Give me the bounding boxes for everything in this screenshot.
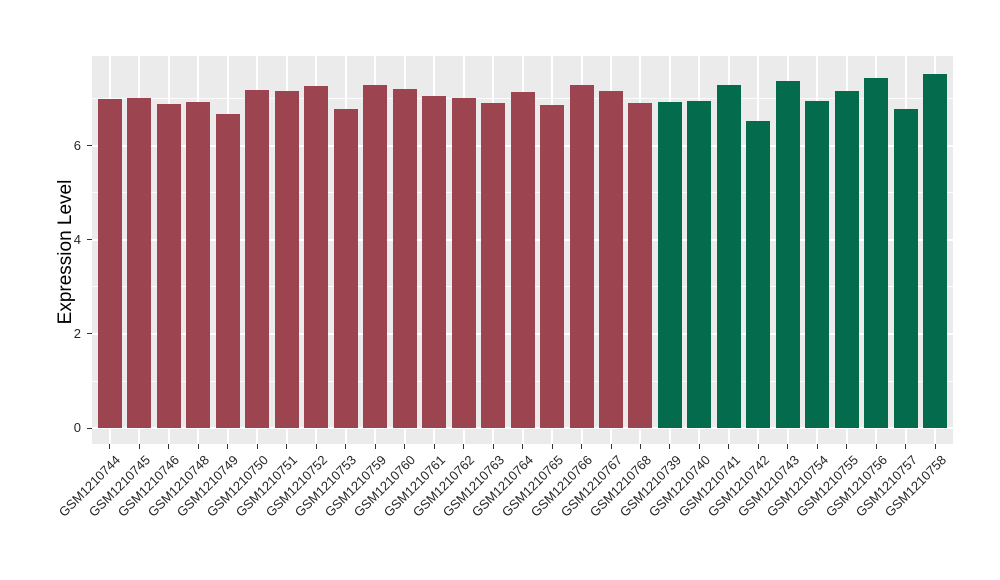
x-tick-mark	[286, 444, 288, 449]
gridline-major	[92, 427, 953, 429]
x-tick-mark	[138, 444, 140, 449]
bar-GSM1210762	[451, 97, 476, 429]
x-tick-mark	[551, 444, 553, 449]
x-tick-mark	[905, 444, 907, 449]
bar-GSM1210749	[215, 114, 240, 428]
x-tick-mark	[639, 444, 641, 449]
bar-GSM1210740	[687, 100, 712, 428]
y-tick-mark	[87, 145, 92, 147]
x-tick-mark	[610, 444, 612, 449]
bar-GSM1210765	[540, 104, 564, 428]
y-tick-mark	[87, 333, 92, 335]
x-tick-mark	[787, 444, 789, 449]
x-tick-mark	[934, 444, 936, 449]
x-tick-mark	[404, 444, 406, 449]
bar-GSM1210739	[657, 102, 682, 428]
x-tick-mark	[109, 444, 111, 449]
bar-GSM1210753	[333, 109, 358, 428]
y-tick-label: 0	[73, 420, 81, 435]
x-tick-mark	[522, 444, 523, 449]
x-tick-mark	[757, 444, 759, 449]
bar-GSM1210754	[805, 101, 830, 428]
bar-GSM1210761	[422, 96, 446, 428]
x-tick-mark	[433, 444, 435, 449]
x-tick-mark	[374, 444, 376, 449]
bar-GSM1210758	[923, 73, 948, 428]
bar-GSM1210760	[392, 88, 417, 428]
bar-GSM1210752	[304, 86, 329, 428]
bar-GSM1210759	[363, 85, 388, 429]
x-tick-mark	[728, 444, 730, 449]
y-tick-label: 2	[73, 325, 81, 341]
x-tick-mark	[315, 444, 317, 449]
y-tick-label: 6	[73, 137, 81, 153]
bar-GSM1210743	[775, 80, 800, 428]
bar-GSM1210744	[97, 98, 122, 428]
y-tick-mark	[87, 239, 92, 241]
x-tick-mark	[875, 444, 877, 449]
bar-GSM1210751	[274, 91, 299, 428]
x-tick-mark	[846, 444, 848, 449]
bar-GSM1210755	[834, 91, 859, 428]
x-tick-mark	[227, 444, 229, 449]
bar-GSM1210768	[628, 103, 653, 428]
bar-GSM1210757	[893, 109, 918, 428]
x-tick-mark	[581, 444, 582, 449]
bar-GSM1210745	[127, 98, 152, 428]
y-tick-label: 4	[73, 231, 81, 247]
y-axis-title: Expression Level	[55, 179, 76, 325]
bar-GSM1210766	[569, 85, 594, 429]
bar-GSM1210763	[481, 102, 505, 428]
plot-panel	[92, 56, 953, 444]
bar-GSM1210741	[716, 85, 741, 429]
bar-GSM1210750	[245, 90, 270, 428]
x-tick-mark	[669, 444, 671, 449]
y-tick-mark	[87, 427, 92, 429]
x-tick-mark	[168, 444, 170, 449]
bar-GSM1210764	[510, 91, 535, 428]
x-tick-mark	[463, 444, 464, 449]
bar-GSM1210746	[156, 103, 181, 428]
x-tick-mark	[816, 444, 818, 449]
x-tick-mark	[492, 444, 494, 449]
x-tick-mark	[345, 444, 347, 449]
x-tick-mark	[197, 444, 199, 449]
x-tick-mark	[698, 444, 700, 449]
bar-GSM1210748	[186, 102, 211, 428]
bar-GSM1210767	[599, 90, 623, 428]
bar-GSM1210756	[864, 78, 889, 428]
x-tick-mark	[256, 444, 258, 449]
bar-GSM1210742	[746, 120, 771, 428]
